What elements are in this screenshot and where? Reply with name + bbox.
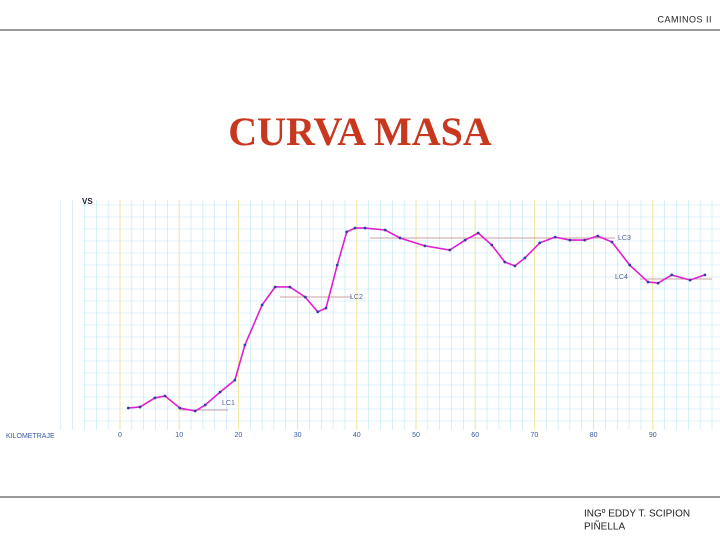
annotation: LC2: [350, 294, 363, 301]
x-tick-label: 60: [471, 432, 479, 439]
curve-point: [490, 243, 494, 247]
curve-point: [203, 403, 207, 407]
curve-point: [553, 235, 557, 239]
curve-point: [153, 396, 157, 400]
curve-point: [260, 303, 264, 307]
annotation: LC1: [222, 400, 235, 407]
y-axis-label: VS: [82, 197, 93, 206]
curve-point: [423, 244, 427, 248]
x-tick-label: 0: [118, 432, 122, 439]
x-tick-label: 70: [531, 432, 539, 439]
x-tick-label: 20: [235, 432, 243, 439]
x-tick-label: 80: [590, 432, 598, 439]
header-text: CAMINOS II: [657, 14, 712, 24]
curve-point: [193, 409, 197, 413]
curve-point: [398, 236, 402, 240]
slide-title: CURVA MASA: [228, 109, 492, 154]
curve-point: [163, 394, 167, 398]
mass-curve: [128, 227, 706, 412]
curve-point: [363, 226, 367, 230]
curve-point: [688, 278, 692, 282]
x-tick-label: 90: [649, 432, 657, 439]
curve-point: [610, 240, 614, 244]
curve-point: [324, 306, 328, 310]
curve-point: [288, 285, 292, 289]
x-tick-label: 40: [353, 432, 361, 439]
curve-point: [383, 228, 387, 232]
curve-point: [513, 264, 517, 268]
curve-point: [345, 230, 349, 234]
curve-point: [628, 263, 632, 267]
curve-point: [703, 273, 707, 277]
x-tick-label: 50: [412, 432, 420, 439]
curve-point: [303, 295, 307, 299]
chart: 0 10 20 30 40 50 60 70 80 90 VS KILOMETRAJE LC1 LC2 LC…: [6, 195, 720, 443]
curve-point: [670, 273, 674, 277]
curve-point: [178, 406, 182, 410]
curve-point: [503, 260, 507, 264]
curve-point: [596, 234, 600, 238]
curve-point: [656, 281, 660, 285]
curve-point: [523, 256, 527, 260]
curve-point: [583, 238, 587, 242]
curve-point: [646, 280, 650, 284]
curve-point: [353, 226, 357, 230]
curve-point: [538, 241, 542, 245]
curve-point: [273, 285, 277, 289]
x-tick-label: 30: [294, 432, 302, 439]
curve-point: [218, 390, 222, 394]
curve-point: [568, 238, 572, 242]
annotation: LC3: [618, 235, 631, 242]
footer-line: INGº EDDY T. SCIPION: [584, 509, 690, 520]
curve-point: [316, 310, 320, 314]
curve-point: [476, 231, 480, 235]
chart-background: [80, 195, 720, 443]
x-tick-label: 10: [175, 432, 183, 439]
curve-point: [448, 248, 452, 252]
curve-point: [463, 238, 467, 242]
curve-point: [138, 405, 142, 409]
curve-point: [243, 343, 247, 347]
footer-line: PIÑELLA: [584, 520, 625, 533]
annotation: LC4: [615, 274, 628, 281]
x-axis-label: KILOMETRAJE: [6, 433, 55, 440]
curve-point: [233, 378, 237, 382]
curve-point: [126, 406, 130, 410]
curve-point: [335, 263, 339, 267]
